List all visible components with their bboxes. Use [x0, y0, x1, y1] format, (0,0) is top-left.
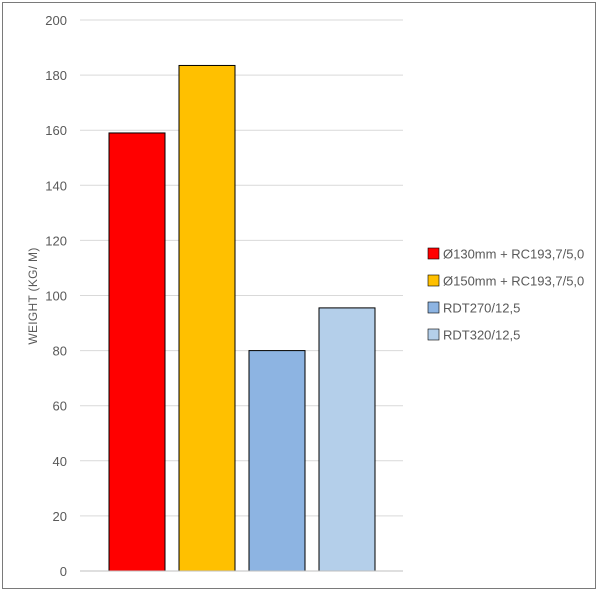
bar [178, 64, 236, 572]
y-tick-label: 160 [45, 123, 67, 138]
y-tick-label: 200 [45, 13, 67, 28]
legend-swatch [427, 247, 440, 260]
bars [108, 64, 376, 572]
y-tick-label: 140 [45, 178, 67, 193]
y-tick-label: 80 [53, 344, 67, 359]
y-tick-label: 0 [60, 564, 67, 579]
y-tick-label: 20 [53, 509, 67, 524]
bar [248, 350, 306, 572]
bar [108, 132, 166, 572]
legend-label: Ø150mm + RC193,7/5,0 [443, 274, 584, 289]
y-axis-ticks: 0 20 40 60 80 100 120 140 160 180 200 [45, 13, 67, 579]
y-tick-label: 40 [53, 454, 67, 469]
legend-swatch [427, 301, 440, 314]
legend-label: RDT320/12,5 [443, 328, 520, 343]
y-tick-label: 120 [45, 233, 67, 248]
bar [318, 307, 376, 572]
y-tick-label: 180 [45, 68, 67, 83]
legend-label: RDT270/12,5 [443, 301, 520, 316]
y-tick-label: 60 [53, 399, 67, 414]
legend: Ø130mm + RC193,7/5,0 Ø150mm + RC193,7/5,0… [427, 247, 584, 343]
legend-swatch [427, 328, 440, 341]
legend-swatch [427, 274, 440, 287]
legend-label: Ø130mm + RC193,7/5,0 [443, 247, 584, 262]
y-axis-title: WEIGHT (KG/ M) [26, 247, 40, 344]
y-tick-label: 100 [45, 289, 67, 304]
